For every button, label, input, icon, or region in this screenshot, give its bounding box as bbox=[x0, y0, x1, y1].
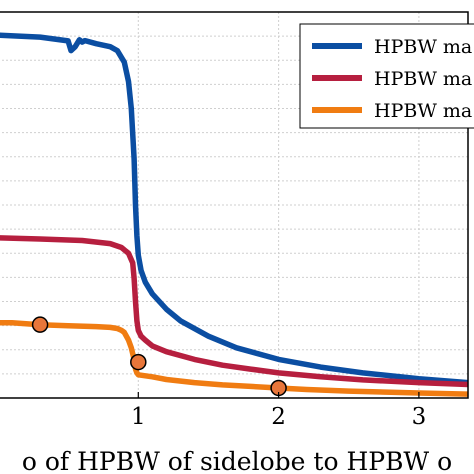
x-ticks: 1 2 3 bbox=[131, 392, 426, 430]
legend-label: HPBW ma bbox=[374, 68, 472, 90]
marker-point bbox=[130, 353, 147, 371]
x-tick-label: 2 bbox=[271, 404, 286, 430]
axes bbox=[0, 11, 469, 399]
legend-label: HPBW ma bbox=[374, 36, 472, 58]
plot-frame bbox=[0, 11, 469, 399]
x-tick-label: 3 bbox=[412, 404, 427, 430]
series-line-2 bbox=[0, 235, 469, 388]
x-tick-label: 1 bbox=[131, 404, 146, 430]
marker-point bbox=[31, 316, 49, 333]
x-axis-label: o of HPBW of sidelobe to HPBW o bbox=[22, 447, 452, 474]
legend-label: HPBW ma bbox=[374, 100, 472, 122]
marker-layer bbox=[31, 316, 287, 397]
series-line-1 bbox=[0, 32, 469, 386]
series-line-3 bbox=[0, 319, 469, 397]
series-layer bbox=[0, 32, 469, 397]
legend: HPBW ma HPBW ma HPBW ma bbox=[299, 23, 474, 129]
